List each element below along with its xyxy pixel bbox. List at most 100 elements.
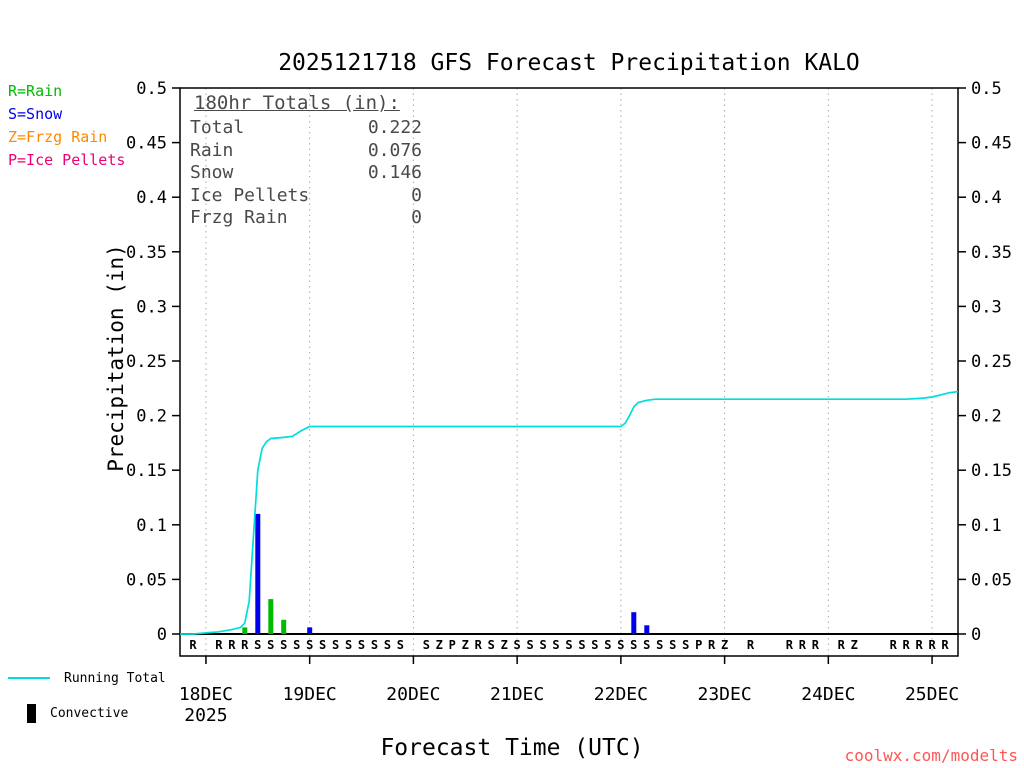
precip-type-letter: S [552, 638, 559, 652]
y-tick-label: 0.5 [136, 79, 167, 99]
precip-type-letter: S [345, 638, 352, 652]
watermark: coolwx.com/modelts [844, 746, 1018, 765]
precip-type-letter: R [228, 638, 236, 652]
precip-type-letter: S [591, 638, 598, 652]
precip-type-letter: R [747, 638, 755, 652]
y-tick-label: 0.3 [136, 297, 167, 317]
precip-type-letter: S [358, 638, 365, 652]
y-tick-label: 0.15 [126, 461, 167, 481]
y-tick-label: 0.2 [971, 407, 1002, 427]
y-tick-label: 0.45 [126, 134, 167, 154]
x-tick-label: 20DEC [386, 684, 440, 705]
y-tick-label: 0.15 [971, 461, 1012, 481]
precip-type-letter: R [928, 638, 936, 652]
precip-type-letter: S [293, 638, 300, 652]
precip-type-letter: S [539, 638, 546, 652]
precip-type-letter: R [902, 638, 910, 652]
totals-row-label: Snow [190, 162, 234, 183]
y-tick-label: 0.4 [971, 188, 1002, 208]
precip-type-letter: Z [501, 638, 508, 652]
precip-type-letter: R [475, 638, 483, 652]
convective-label: Convective [50, 705, 129, 721]
precip-type-letter: S [630, 638, 637, 652]
precip-type-letter: Z [851, 638, 858, 652]
precip-bars [242, 513, 650, 634]
totals-row: Frzg Rain 0 [190, 207, 422, 230]
precip-bar [268, 599, 274, 634]
y-tick-label: 0 [157, 625, 167, 645]
y-tick-label: 0.25 [971, 352, 1012, 372]
y-tick-label: 0.1 [971, 516, 1002, 536]
legend-snow: S=Snow [8, 105, 63, 123]
precip-type-letter: S [526, 638, 533, 652]
precip-type-letter: R [799, 638, 807, 652]
y-tick-label: 0.45 [971, 134, 1012, 154]
totals-row-label: Rain [190, 139, 234, 161]
precip-bar [307, 627, 313, 634]
precip-type-letter: S [332, 638, 339, 652]
precip-bar [242, 627, 248, 634]
legend-frzg-rain: Z=Frzg Rain [8, 128, 108, 146]
totals-row-value: 0.076 [367, 139, 422, 161]
x-axis-title: Forecast Time (UTC) [380, 735, 644, 761]
precip-type-letter: S [682, 638, 689, 652]
x-tick-label: 24DEC [801, 684, 855, 705]
precip-type-letter: S [306, 638, 313, 652]
precip-type-letter: S [617, 638, 624, 652]
precip-type-letter: S [656, 638, 663, 652]
precip-type-letter: S [280, 638, 287, 652]
precip-type-letter: S [371, 638, 378, 652]
precip-type-letter: R [941, 638, 949, 652]
running-total-label: Running Total [64, 670, 166, 686]
x-tick-label: 19DEC [283, 684, 337, 705]
running-total-legend: Running Total [8, 670, 166, 686]
precip-type-letter: S [267, 638, 274, 652]
precip-type-letter: P [695, 638, 702, 652]
precip-type-letter: S [319, 638, 326, 652]
precip-type-letter: S [423, 638, 430, 652]
x-tick-label: 18DEC [179, 684, 233, 705]
y-tick-label: 0.2 [136, 407, 167, 427]
convective-legend: Convective [8, 702, 128, 724]
precip-bar [644, 625, 650, 634]
y-tick-label: 0.3 [971, 297, 1002, 317]
y-tick-label: 0.35 [971, 243, 1012, 263]
y-tick-label: 0.4 [136, 188, 167, 208]
totals-row-value: 0.222 [367, 117, 422, 138]
precip-type-letter: S [384, 638, 391, 652]
y-tick-label: 0.05 [971, 570, 1012, 590]
totals-box: 180hr Totals (in): Total 0.222 Rain 0.076 Sn… [190, 92, 422, 230]
y-tick-label: 0.5 [971, 79, 1002, 99]
x-tick-label: 25DEC [905, 684, 959, 705]
precip-type-letter: Z [721, 638, 728, 652]
y-tick-label: 0 [971, 625, 981, 645]
gridlines [205, 88, 933, 656]
totals-heading: 180hr Totals (in): [194, 92, 400, 114]
y-axis: 0 00.05 0.050.1 0.10.15 0.150.2 0.20.25 0.250.… [126, 79, 1012, 645]
legend-ice-pellets: P=Ice Pellets [8, 151, 126, 169]
totals-row-label: Frzg Rain [190, 207, 288, 228]
x-tick-label: 21DEC [490, 684, 544, 705]
precip-type-letter: R [890, 638, 898, 652]
precip-type-legend: R=Rain S=Snow Z=Frzg Rain P=Ice Pellets [8, 80, 125, 172]
precip-type-letter: R [241, 638, 249, 652]
precip-type-letter: S [669, 638, 676, 652]
y-tick-label: 0.05 [126, 570, 167, 590]
totals-rows: Total 0.222 Rain 0.076 Snow 0.146 Ice Pellets 0… [190, 117, 422, 230]
totals-row: Snow 0.146 [190, 162, 422, 185]
precip-type-letter: R [189, 638, 197, 652]
x-tick-label: 22DEC [594, 684, 648, 705]
chart-title: 2025121718 GFS Forecast Precipitation KA… [278, 50, 860, 76]
totals-row-value: 0 [411, 184, 422, 206]
precip-type-letter: R [812, 638, 820, 652]
y-axis-title: Precipitation (in) [104, 244, 128, 472]
legend-rain: R=Rain [8, 82, 63, 100]
totals-row-value: 0 [411, 207, 422, 228]
x-tick-sublabel: 2025 [184, 705, 227, 726]
precip-type-letter: S [643, 638, 650, 652]
precip-type-letter: S [565, 638, 572, 652]
